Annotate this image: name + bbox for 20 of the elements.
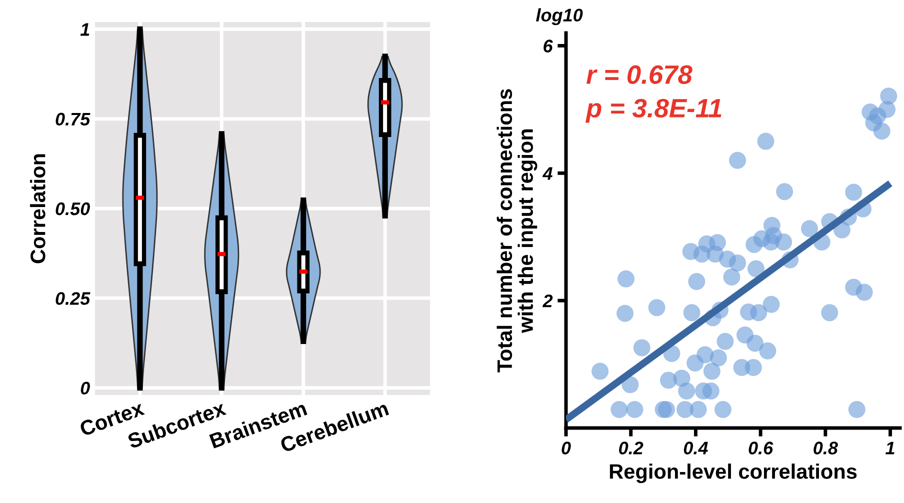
y-tick-label: 0.25 [56, 292, 90, 305]
y-axis-title: Total number of connections with the input region [496, 89, 538, 372]
x-tick-label: 0.6 [748, 442, 774, 454]
y-tick-label: 0 [80, 382, 90, 395]
y-tick-label: 1 [80, 23, 90, 36]
x-axis-title: Region-level correlations [610, 464, 857, 484]
x-tick-label: 0.8 [814, 442, 838, 454]
x-tick-label: 0.4 [684, 442, 708, 454]
y-tick-label: 2 [542, 294, 553, 308]
x-tick-label: 0 [562, 442, 571, 454]
y-tick-label: 0.50 [56, 202, 90, 216]
x-tick-label: 0.2 [619, 442, 644, 454]
y-tick-label: 0.75 [56, 112, 90, 126]
text: log10 [536, 8, 583, 26]
annotation: r = 0.678 [586, 65, 692, 84]
y-axis-title: Correlation [30, 154, 46, 264]
y-tick-label: 4 [542, 167, 552, 180]
annotation: p = 3.8E-11 [585, 98, 722, 123]
x-tick-label: 1 [886, 442, 894, 454]
y-tick-label: 6 [544, 40, 553, 52]
